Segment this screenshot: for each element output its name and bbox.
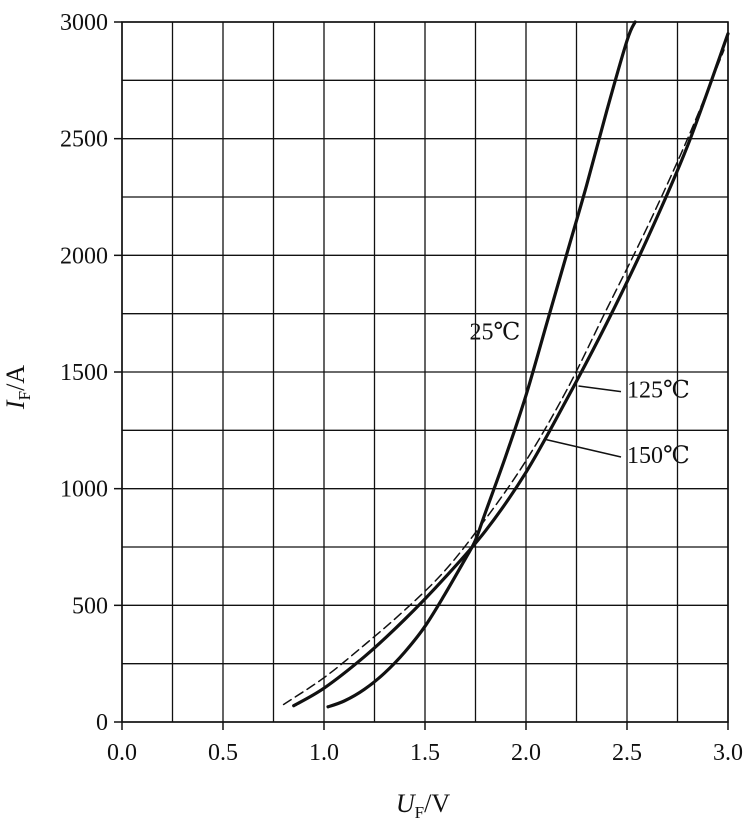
leader-line-125c [578,385,622,393]
x-tick-label: 0.0 [107,740,137,766]
y-tick-label: 2000 [60,243,108,269]
series-line-150c [292,32,730,708]
series-line-125c [282,49,725,706]
leader-line-150c [546,438,622,458]
y-tick-label: 1000 [60,477,108,503]
x-tick-label: 1.5 [410,740,440,766]
grid-lines [121,21,729,723]
series-label-25c: 25℃ [469,319,520,345]
tick-labels: 0 500 1000 1500 2000 2500 3000 0.0 0.5 1.0 1.5 2.0 2… [1,10,743,822]
axes [114,21,729,730]
series-label-125c: 125℃ [627,378,690,404]
y-tick-label: 3000 [60,10,108,36]
x-tick-label: 2.0 [511,740,541,766]
y-tick-label: 0 [96,710,108,736]
annotations: 25℃ 125℃ 150℃ [469,319,689,469]
y-tick-label: 500 [72,593,108,619]
series-label-150c: 150℃ [627,443,690,469]
series-line-25c [326,20,637,709]
x-tick-label: 2.5 [612,740,642,766]
x-tick-label: 3.0 [713,740,743,766]
x-axis-label: UF/V [396,789,450,822]
y-tick-label: 2500 [60,127,108,153]
x-tick-label: 1.0 [309,740,339,766]
x-tick-label: 0.5 [208,740,238,766]
y-tick-label: 1500 [60,360,108,386]
series-lines [282,20,730,709]
y-axis-label: IF/A [1,365,34,410]
